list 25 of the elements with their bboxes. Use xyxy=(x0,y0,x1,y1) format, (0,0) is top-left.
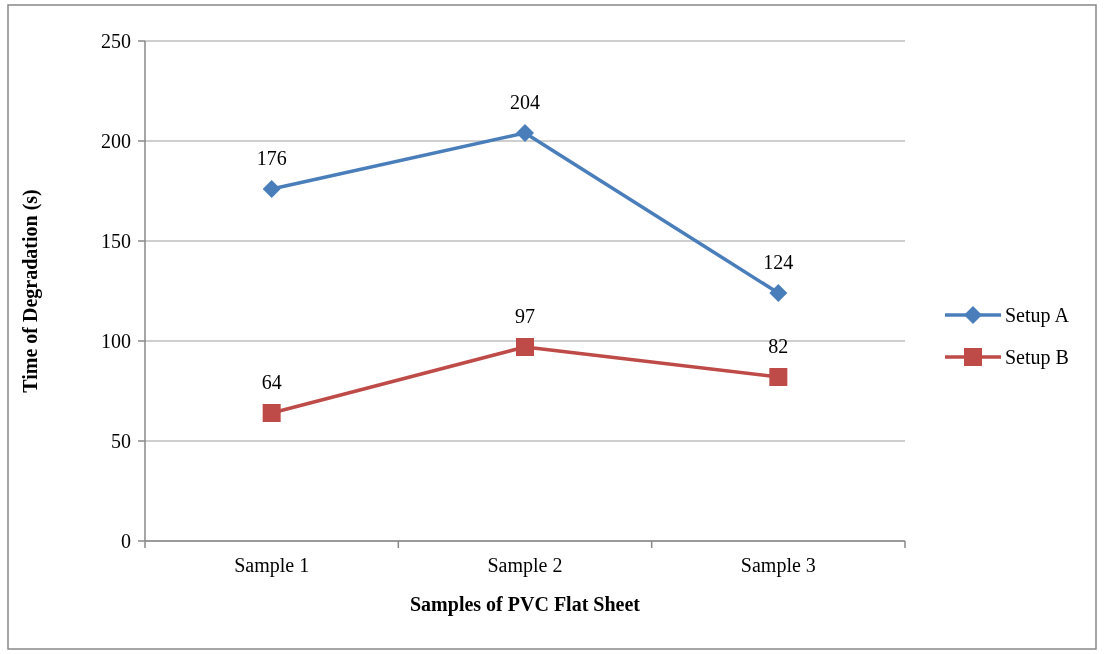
y-tick-label: 100 xyxy=(101,330,131,352)
x-tick-label: Sample 3 xyxy=(740,554,816,577)
y-tick-label: 50 xyxy=(111,430,131,452)
y-tick-label: 250 xyxy=(101,30,131,52)
data-label: 124 xyxy=(763,251,794,273)
y-axis-title: Time of Degradation (s) xyxy=(19,189,42,393)
data-label: 97 xyxy=(515,305,535,327)
data-label: 82 xyxy=(768,335,789,357)
point xyxy=(516,124,534,142)
point xyxy=(769,368,788,386)
data-label: 64 xyxy=(261,371,282,393)
point xyxy=(262,180,281,198)
point xyxy=(769,284,788,302)
point xyxy=(262,404,281,422)
x-axis-title: Samples of PVC Flat Sheet xyxy=(410,593,641,616)
y-tick-label: 200 xyxy=(101,130,131,152)
data-label: 176 xyxy=(256,147,287,169)
legend-label: Setup A xyxy=(1005,304,1070,327)
point xyxy=(516,338,534,356)
data-label: 204 xyxy=(510,91,540,113)
y-tick-label: 150 xyxy=(101,230,131,252)
x-tick-label: Sample 1 xyxy=(234,554,310,577)
y-tick-label: 0 xyxy=(121,530,131,552)
legend-label: Setup B xyxy=(1005,346,1069,369)
x-tick-label: Sample 2 xyxy=(487,554,563,577)
